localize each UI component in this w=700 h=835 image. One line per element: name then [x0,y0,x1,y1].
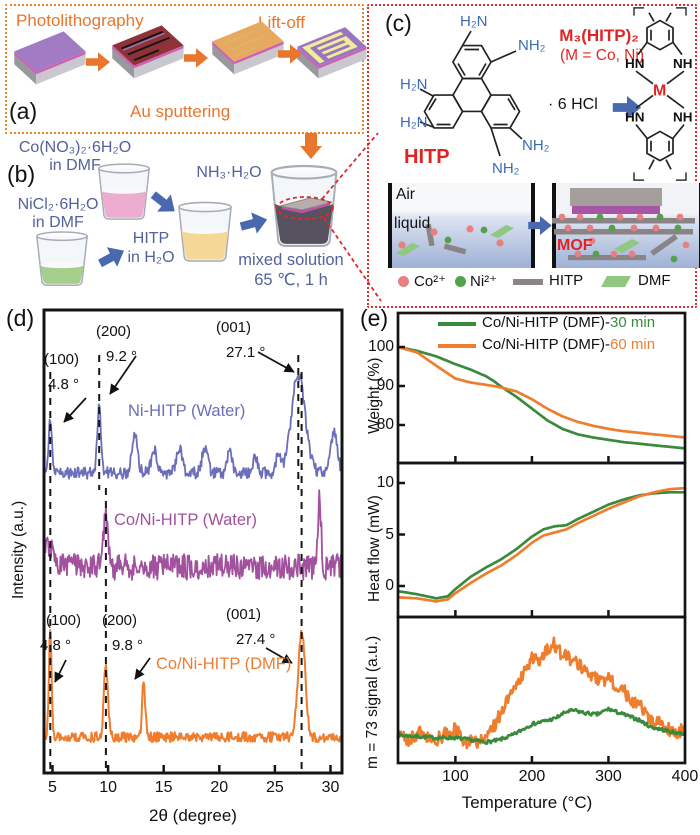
photolithography-label: Photolithography [16,11,144,30]
panel-c-box [367,4,697,308]
panel-a-box [5,4,364,134]
ammonia-label: NH₃·H₂O [196,164,262,181]
nh-label: NH [673,56,692,71]
liftoff-label: Lift-off [258,13,305,32]
hitp-beaker [178,201,232,262]
mix-arrow-icon [150,191,175,212]
metal-center-label: M [653,83,666,100]
floating-substrate [279,197,333,214]
au-sputtering-label: Au sputtering [130,102,231,121]
down-arrow-icon [300,133,322,159]
amine-label: H₂N [400,76,428,93]
mixing-conditions-label: 65 ℃, 1 h [254,271,328,289]
mix-arrow-icon [98,247,125,268]
amine-label: H₂N [460,13,488,30]
nh-label: HN [625,56,644,71]
reaction-arrow-icon [612,96,642,119]
cobalt-ion-label: Co²⁺ [414,273,447,290]
nickel-ion-icon [455,276,466,287]
hcl-label: · 6 HCl [548,96,598,113]
nickel-beaker [36,231,88,286]
hitp-name-label: HITP [404,146,450,168]
assembly-arrow-icon [528,216,552,235]
air-label: Air [396,186,415,203]
bare-substrate-chip [14,31,86,85]
hitp-legend-label: HITP [549,272,584,289]
cobalt-beaker [98,163,150,220]
nh-label: NH [673,110,692,125]
photoresist-chip [112,25,184,79]
gold-sputtered-chip [212,21,284,75]
amine-label: H₂N [400,114,428,131]
metal-note-label: (M = Co, Ni) [560,47,644,64]
cobalt-reagent-line1: Co(NO₃)₂·6H₂O [18,139,132,156]
hitp-reagent-line2: in H₂O [127,249,175,266]
liquid-label: liquid [394,215,431,232]
product-formula-label: M₃(HITP)₂ [559,26,639,45]
cobalt-reagent-line2: in DMF [49,157,101,174]
nickel-reagent-line1: NiCl₂·6H₂O [17,196,99,213]
amine-label: NH₂ [522,137,550,154]
nh-label: HN [625,110,644,125]
liquid-air-box [388,183,535,268]
mix-arrow-icon [239,212,268,234]
cobalt-ion-icon [398,276,409,287]
panel-a-tag: (a) [9,98,38,124]
dmf-legend-label: DMF [638,272,671,289]
hitp-molecule: H₂N NH₂ H₂N H₂N NH₂ NH₂ [400,13,550,177]
solution-species [396,223,514,256]
mof-film-layers [552,188,695,263]
mof-label: MOF [557,237,593,254]
process-arrow-icon [184,48,208,68]
hitp-ligand-icon [513,279,543,285]
process-arrow-icon [86,52,110,72]
panel-c-tag: (c) [385,10,412,36]
nickel-ion-label: Ni²⁺ [470,273,498,290]
amine-label: NH₂ [492,160,520,177]
electrode-chip [297,27,367,79]
metal-complex-structure: HN NH HN NH M [625,7,692,181]
mixed-solution-label: mixed solution [238,251,344,269]
process-arrow-icon [278,44,302,64]
amine-label: NH₂ [518,37,546,54]
hitp-reagent-line1: HITP [132,230,170,247]
panel-b-tag: (b) [7,161,36,187]
nickel-reagent-line2: in DMF [32,214,84,231]
